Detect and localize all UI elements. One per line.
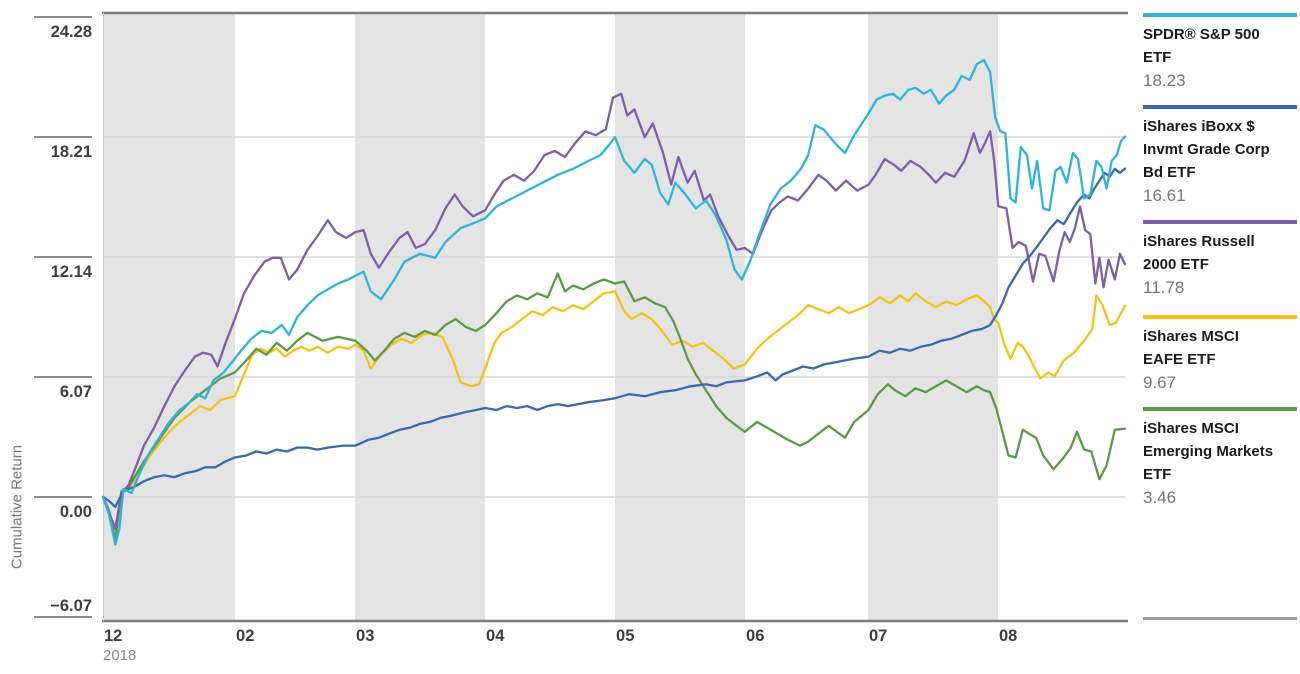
legend-fund-name: SPDR® S&P 500 ETF bbox=[1143, 26, 1260, 66]
legend-color-bar bbox=[1143, 407, 1297, 411]
legend-color-bar bbox=[1143, 13, 1297, 17]
y-tick-label: 0.00 bbox=[60, 503, 92, 521]
legend-entry-russell2000: iShares Russell 2000 ETF 11.78 bbox=[1143, 220, 1297, 299]
x-tick-label: 02 bbox=[236, 627, 254, 645]
legend-entry-eafe: iShares MSCI EAFE ETF 9.67 bbox=[1143, 315, 1297, 394]
x-tick-label: 06 bbox=[746, 627, 764, 645]
y-axis-title: Cumulative Return bbox=[8, 444, 26, 570]
legend-color-bar bbox=[1143, 105, 1297, 109]
x-axis-year-label: 2018 bbox=[103, 647, 137, 664]
chart-canvas: 24.28 18.21 12.14 6.07 0.00 −6.07 12 02 03 04 05 06… bbox=[34, 11, 1128, 645]
y-tick-label: 24.28 bbox=[51, 23, 92, 41]
month-band bbox=[867, 13, 998, 621]
y-tick-label: 18.21 bbox=[51, 143, 92, 161]
legend-fund-value: 3.46 bbox=[1143, 488, 1177, 507]
legend-color-bar bbox=[1143, 220, 1297, 224]
legend-entry-spy: SPDR® S&P 500 ETF 18.23 bbox=[1143, 13, 1297, 92]
legend-entry-em: iShares MSCI Emerging Markets ETF 3.46 bbox=[1143, 407, 1297, 509]
month-band bbox=[355, 13, 486, 621]
series-line-eafe bbox=[101, 290, 1127, 538]
y-tick-label: −6.07 bbox=[50, 597, 92, 615]
series-line-lqd bbox=[101, 167, 1127, 509]
y-tick-label: 6.07 bbox=[60, 383, 92, 401]
x-tick-label: 04 bbox=[486, 627, 505, 645]
series-line-em bbox=[101, 272, 1127, 542]
y-tick-label: 12.14 bbox=[51, 263, 93, 281]
x-tick-label: 03 bbox=[356, 627, 374, 645]
legend-fund-value: 11.78 bbox=[1143, 278, 1185, 297]
series-line-spy bbox=[101, 58, 1127, 546]
x-tick-label: 07 bbox=[869, 627, 887, 645]
cumulative-return-chart: 24.28 18.21 12.14 6.07 0.00 −6.07 12 02 03 04 05 06… bbox=[8, 11, 1128, 664]
legend-fund-value: 18.23 bbox=[1143, 71, 1186, 90]
legend-fund-value: 9.67 bbox=[1143, 373, 1177, 392]
legend-fund-name: iShares MSCI Emerging Markets ETF bbox=[1143, 420, 1274, 483]
month-band bbox=[103, 13, 236, 621]
x-tick-label: 12 bbox=[104, 627, 122, 645]
legend: SPDR® S&P 500 ETF 18.23 iShares iBoxx $ Invm… bbox=[1143, 0, 1300, 674]
legend-fund-name: iShares iBoxx $ Invmt Grade Corp Bd ETF bbox=[1143, 118, 1270, 181]
legend-color-bar bbox=[1143, 315, 1297, 319]
legend-fund-name: iShares MSCI EAFE ETF bbox=[1143, 328, 1239, 368]
x-tick-label: 05 bbox=[616, 627, 634, 645]
series-line-russell2000 bbox=[101, 92, 1127, 530]
legend-bottom-rule bbox=[1143, 617, 1297, 620]
legend-fund-value: 16.61 bbox=[1143, 186, 1186, 205]
x-tick-label: 08 bbox=[999, 627, 1017, 645]
legend-fund-name: iShares Russell 2000 ETF bbox=[1143, 233, 1255, 273]
legend-entry-lqd: iShares iBoxx $ Invmt Grade Corp Bd ETF 16.… bbox=[1143, 105, 1297, 207]
